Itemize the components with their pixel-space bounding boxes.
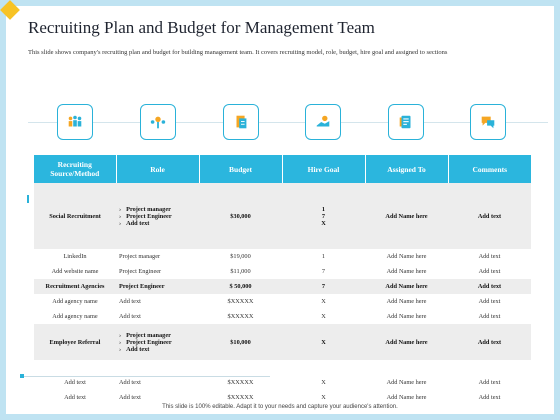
header-comments: Comments	[448, 155, 531, 183]
header-assigned-to: Assigned To	[365, 155, 449, 183]
page-title: Recruiting Plan and Budget for Managemen…	[28, 18, 375, 37]
table-row: Add website name Project Engineer $11,000 7…	[51, 268, 501, 275]
icons-divider	[28, 122, 548, 123]
network-icon	[140, 104, 176, 140]
table-row: Add text Add text $XXXXX X Add Name here Add …	[64, 379, 501, 386]
header-role: Role	[116, 155, 200, 183]
header-hire-goal: Hire Goal	[282, 155, 366, 183]
table-row: Add text Add text $XXXXX X Add Name here Add …	[64, 394, 501, 401]
table-row: Social Recruitment Project manager Proje…	[34, 198, 531, 234]
bottom-divider	[24, 376, 270, 377]
page-description: This slide shows company's recruiting pl…	[28, 49, 448, 56]
clipboard-icon	[388, 104, 424, 140]
table-row: LinkedIn Project manager $19,000 1 Add Name …	[63, 253, 501, 260]
table-header-row: Recruiting Source/Method Role Budget Hir…	[34, 155, 531, 183]
team-icon	[57, 104, 93, 140]
documents-icon	[223, 104, 259, 140]
recruiting-table: Recruiting Source/Method Role Budget Hir…	[34, 155, 531, 405]
handshake-icon	[305, 104, 341, 140]
header-source: Recruiting Source/Method	[34, 155, 117, 183]
table-row: Employee Referral Project manager Projec…	[34, 324, 531, 360]
table-row: Recruitment Agencies Project Engineer $ 50…	[34, 279, 531, 294]
bottom-accent-dot	[20, 374, 24, 378]
table-row: Add agency name Add text $XXXXX X Add Name h…	[52, 313, 501, 320]
header-budget: Budget	[199, 155, 283, 183]
row-accent-mark	[27, 195, 29, 203]
table-row: Add agency name Add text $XXXXX X Add Name h…	[52, 298, 501, 305]
footer-note: This slide is 100% editable. Adapt it to…	[162, 404, 398, 410]
chat-icon	[470, 104, 506, 140]
